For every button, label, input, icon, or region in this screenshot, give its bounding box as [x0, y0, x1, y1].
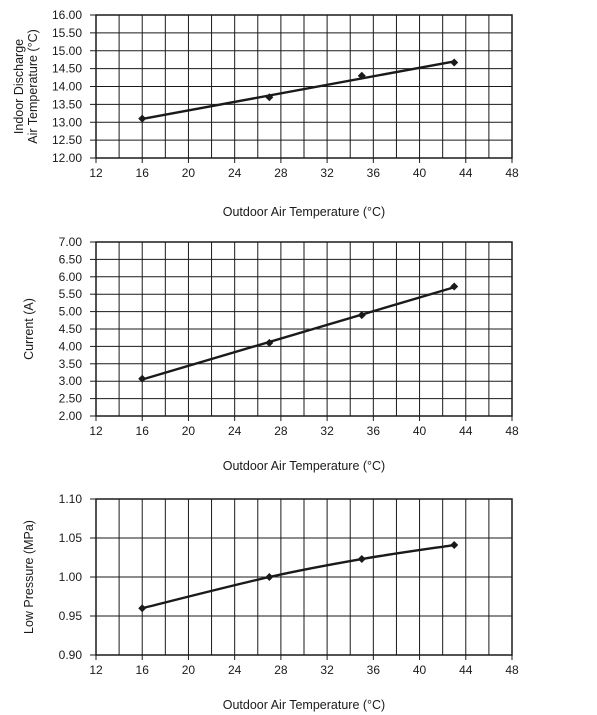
x-tick-label: 24 — [228, 663, 242, 677]
x-tick-label: 40 — [413, 166, 427, 180]
y-tick-label: 5.00 — [59, 305, 83, 319]
x-tick-label: 16 — [136, 424, 150, 438]
plot-frame — [95, 14, 513, 159]
y-tick-label: 6.00 — [59, 270, 83, 284]
x-tick-label: 48 — [505, 166, 519, 180]
y-tick-label: 12.50 — [52, 133, 82, 147]
x-tick-label: 24 — [228, 166, 242, 180]
x-tick-label: 16 — [136, 663, 150, 677]
plot-frame — [95, 241, 513, 417]
x-tick-label: 28 — [274, 424, 288, 438]
data-point-marker — [138, 114, 147, 123]
data-point-marker — [265, 338, 274, 347]
y-tick-label: 15.00 — [52, 44, 82, 58]
plot-frame — [95, 498, 513, 656]
x-axis-title: Outdoor Air Temperature (°C) — [223, 205, 385, 219]
x-tick-label: 48 — [505, 663, 519, 677]
x-tick-label: 20 — [182, 424, 196, 438]
x-tick-label: 48 — [505, 424, 519, 438]
y-tick-label: 16.00 — [52, 8, 82, 22]
data-point-marker — [138, 604, 147, 613]
y-tick-label: 5.50 — [59, 287, 83, 301]
y-axis-title: Current (A) — [22, 298, 36, 360]
x-tick-label: 32 — [320, 424, 334, 438]
y-axis-title: Low Pressure (MPa) — [22, 520, 36, 634]
y-tick-label: 6.50 — [59, 252, 83, 266]
y-tick-label: 0.95 — [59, 609, 83, 623]
x-tick-label: 44 — [459, 663, 473, 677]
y-tick-label: 7.00 — [59, 235, 83, 249]
x-tick-label: 20 — [182, 663, 196, 677]
data-point-marker — [138, 374, 147, 383]
x-tick-label: 36 — [367, 424, 381, 438]
y-tick-label: 13.00 — [52, 115, 82, 129]
x-tick-label: 32 — [320, 663, 334, 677]
y-tick-label: 2.50 — [59, 392, 83, 406]
x-tick-label: 12 — [89, 663, 103, 677]
x-axis-title: Outdoor Air Temperature (°C) — [223, 698, 385, 712]
data-point-marker — [450, 282, 459, 291]
x-tick-label: 40 — [413, 663, 427, 677]
series-line — [141, 286, 455, 381]
x-tick-label: 28 — [274, 166, 288, 180]
data-point-marker — [265, 93, 274, 102]
y-tick-label: 2.00 — [59, 409, 83, 423]
x-tick-label: 32 — [320, 166, 334, 180]
y-tick-label: 4.00 — [59, 339, 83, 353]
y-tick-label: 0.90 — [59, 648, 83, 662]
chart-current: 12 16 20 24 28 32 36 40 44 48 2.00 2.50 3.00 3.50 4.00… — [22, 235, 519, 473]
data-point-marker — [450, 541, 459, 550]
x-tick-label: 16 — [136, 166, 150, 180]
x-tick-label: 12 — [89, 424, 103, 438]
y-tick-label: 14.50 — [52, 62, 82, 76]
y-tick-label: 15.50 — [52, 26, 82, 40]
data-point-marker — [357, 311, 366, 320]
x-axis-title: Outdoor Air Temperature (°C) — [223, 459, 385, 473]
x-tick-label: 36 — [367, 166, 381, 180]
series-line — [142, 60, 455, 121]
y-tick-label: 1.10 — [59, 492, 83, 506]
y-tick-label: 3.50 — [59, 357, 83, 371]
x-tick-label: 20 — [182, 166, 196, 180]
series-line — [141, 543, 455, 610]
x-tick-label: 12 — [89, 166, 103, 180]
y-tick-label: 1.00 — [59, 570, 83, 584]
y-axis-title: Indoor Discharge — [12, 39, 26, 134]
data-point-marker — [357, 555, 366, 564]
y-axis-title: Air Temperature (°C) — [26, 29, 40, 144]
x-tick-label: 24 — [228, 424, 242, 438]
data-point-marker — [357, 71, 366, 80]
data-point-marker — [265, 573, 274, 581]
x-tick-label: 44 — [459, 166, 473, 180]
x-tick-label: 28 — [274, 663, 288, 677]
chart-low-pressure: 12 16 20 24 28 32 36 40 44 48 0.90 0.95 1.00 1.05 1.10… — [22, 492, 519, 712]
y-tick-label: 3.00 — [59, 374, 83, 388]
x-tick-label: 44 — [459, 424, 473, 438]
y-tick-label: 1.05 — [59, 531, 83, 545]
y-tick-label: 4.50 — [59, 322, 83, 336]
chart-indoor-discharge-temperature: 12 16 20 24 28 32 36 40 44 48 12.00 12.50 13.00 13.50… — [12, 8, 519, 219]
y-tick-label: 14.00 — [52, 80, 82, 94]
y-tick-label: 13.50 — [52, 97, 82, 111]
y-tick-label: 12.00 — [52, 151, 82, 165]
x-tick-label: 36 — [367, 663, 381, 677]
data-point-marker — [450, 58, 459, 67]
x-tick-label: 40 — [413, 424, 427, 438]
